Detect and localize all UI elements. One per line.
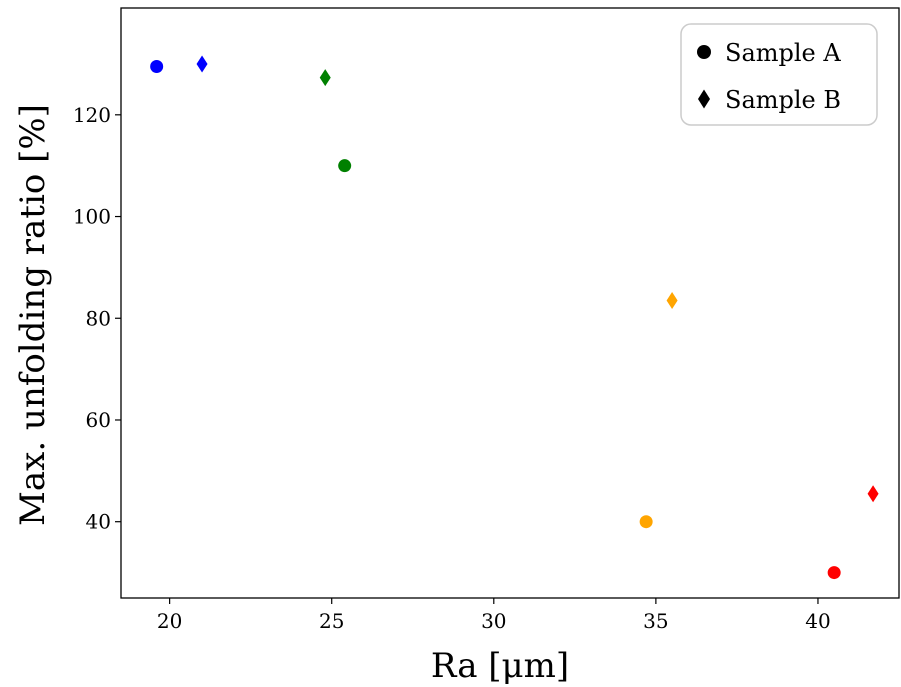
legend-label-sample-a: Sample A: [725, 39, 841, 67]
sample-b-point: [666, 291, 678, 309]
legend-circle-marker-icon: [697, 45, 711, 59]
x-tick-label: 40: [805, 609, 830, 633]
y-tick-label: 60: [86, 408, 111, 432]
x-tick-label: 35: [643, 609, 668, 633]
sample-b-point: [196, 55, 208, 73]
data-points: [150, 55, 879, 580]
legend-box: [680, 23, 878, 126]
sample-a-point: [338, 159, 352, 173]
x-tick-label: 20: [157, 609, 182, 633]
x-tick-label: 25: [319, 609, 344, 633]
x-axis-ticks: 20 25 30 35 40: [157, 598, 831, 633]
y-tick-label: 120: [73, 103, 111, 127]
x-tick-label: 30: [481, 609, 506, 633]
legend-label-sample-b: Sample B: [725, 86, 841, 114]
y-axis-ticks: 40 60 80 100 120: [73, 103, 121, 534]
sample-b-point: [867, 485, 879, 503]
legend-diamond-marker-icon: [698, 89, 710, 109]
plot-frame: [120, 7, 900, 599]
sample-a-point: [150, 59, 164, 73]
x-axis-title: Ra [μm]: [431, 646, 569, 686]
y-tick-label: 80: [86, 306, 111, 330]
sample-b-point: [319, 69, 331, 87]
y-tick-label: 100: [73, 205, 111, 229]
y-tick-label: 40: [86, 510, 111, 534]
sample-a-point: [827, 566, 841, 580]
y-axis-title: Max. unfolding ratio [%]: [13, 104, 53, 526]
legend: Sample A Sample B: [680, 23, 878, 126]
sample-a-point: [639, 515, 653, 529]
